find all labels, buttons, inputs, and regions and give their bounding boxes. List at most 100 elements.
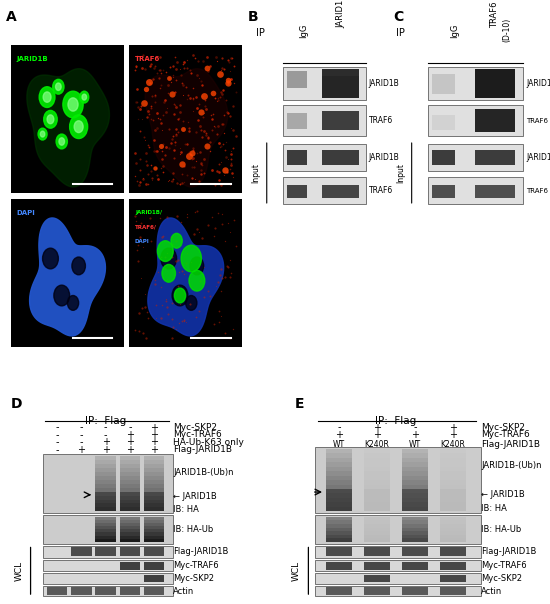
- Point: [182, 82, 191, 91]
- Bar: [402, 527, 428, 531]
- Point: [180, 162, 189, 172]
- Text: -: -: [80, 423, 83, 432]
- Point: [175, 149, 184, 159]
- Bar: [119, 464, 140, 468]
- Point: [188, 162, 196, 172]
- Bar: [47, 587, 68, 595]
- Point: [192, 244, 201, 254]
- Point: [215, 143, 224, 152]
- Point: [177, 147, 185, 157]
- Text: -: -: [56, 437, 59, 448]
- Bar: [144, 496, 164, 500]
- Point: [217, 89, 226, 99]
- Bar: [71, 587, 92, 595]
- Bar: [119, 562, 140, 570]
- Point: [229, 125, 238, 135]
- Text: IP: IP: [256, 28, 265, 38]
- Point: [216, 92, 224, 101]
- Bar: [402, 562, 428, 570]
- Point: [178, 159, 186, 169]
- Point: [192, 103, 201, 113]
- Point: [161, 95, 169, 105]
- Bar: [326, 449, 352, 453]
- Bar: [439, 498, 466, 503]
- Point: [206, 62, 214, 71]
- Point: [190, 229, 199, 239]
- Point: [180, 269, 189, 279]
- Point: [171, 129, 180, 139]
- Point: [224, 154, 233, 164]
- Point: [205, 62, 214, 71]
- Point: [214, 159, 223, 169]
- Bar: [326, 498, 352, 503]
- Bar: [364, 453, 390, 458]
- Bar: [119, 480, 140, 484]
- Bar: [119, 476, 140, 480]
- Point: [149, 115, 158, 125]
- Bar: [95, 492, 116, 496]
- Circle shape: [80, 91, 89, 103]
- Bar: [439, 471, 466, 475]
- Point: [214, 167, 223, 177]
- Point: [218, 273, 227, 283]
- Point: [175, 108, 184, 117]
- Point: [139, 174, 147, 184]
- Point: [177, 70, 185, 80]
- Bar: [119, 456, 140, 460]
- Point: [211, 93, 219, 103]
- Point: [222, 137, 230, 146]
- Bar: [144, 504, 164, 507]
- Point: [170, 294, 179, 304]
- Point: [142, 160, 151, 170]
- Point: [227, 146, 235, 156]
- Text: Myc-SKP2: Myc-SKP2: [173, 423, 217, 432]
- Point: [140, 98, 148, 108]
- Point: [141, 85, 150, 94]
- Point: [192, 225, 201, 234]
- Point: [168, 134, 177, 144]
- Bar: [326, 489, 352, 493]
- Point: [147, 236, 156, 245]
- Bar: [283, 144, 366, 171]
- Point: [214, 175, 223, 184]
- Bar: [364, 587, 390, 595]
- Point: [179, 80, 188, 89]
- Point: [204, 66, 212, 76]
- Point: [162, 107, 170, 117]
- Text: IB: HA-Ub: IB: HA-Ub: [481, 525, 521, 535]
- Point: [200, 169, 208, 178]
- Point: [139, 173, 147, 183]
- Point: [131, 172, 140, 181]
- Point: [173, 57, 182, 67]
- Point: [135, 309, 144, 318]
- Text: +: +: [150, 423, 158, 432]
- Text: Myc-TRAF6: Myc-TRAF6: [173, 431, 222, 440]
- Point: [167, 176, 176, 186]
- Point: [163, 88, 172, 98]
- Point: [218, 139, 227, 149]
- Point: [153, 123, 162, 132]
- Point: [180, 139, 189, 149]
- Text: JARID1B: JARID1B: [337, 0, 345, 28]
- Point: [141, 179, 150, 189]
- Point: [155, 73, 163, 83]
- Point: [221, 165, 229, 175]
- Point: [214, 138, 223, 147]
- Point: [156, 282, 165, 292]
- Bar: [144, 547, 164, 556]
- Text: JARID1B: JARID1B: [526, 79, 550, 88]
- Bar: [402, 503, 428, 507]
- Text: -: -: [80, 437, 83, 448]
- Text: JARID1B-(Ub)n: JARID1B-(Ub)n: [173, 468, 234, 477]
- Bar: [119, 547, 140, 556]
- Point: [156, 65, 164, 75]
- Point: [143, 76, 152, 86]
- Point: [177, 266, 186, 275]
- Point: [146, 159, 155, 169]
- Point: [184, 117, 192, 127]
- Bar: [144, 492, 164, 496]
- Point: [152, 313, 161, 323]
- Point: [224, 219, 233, 228]
- Point: [161, 296, 170, 306]
- Point: [158, 300, 167, 309]
